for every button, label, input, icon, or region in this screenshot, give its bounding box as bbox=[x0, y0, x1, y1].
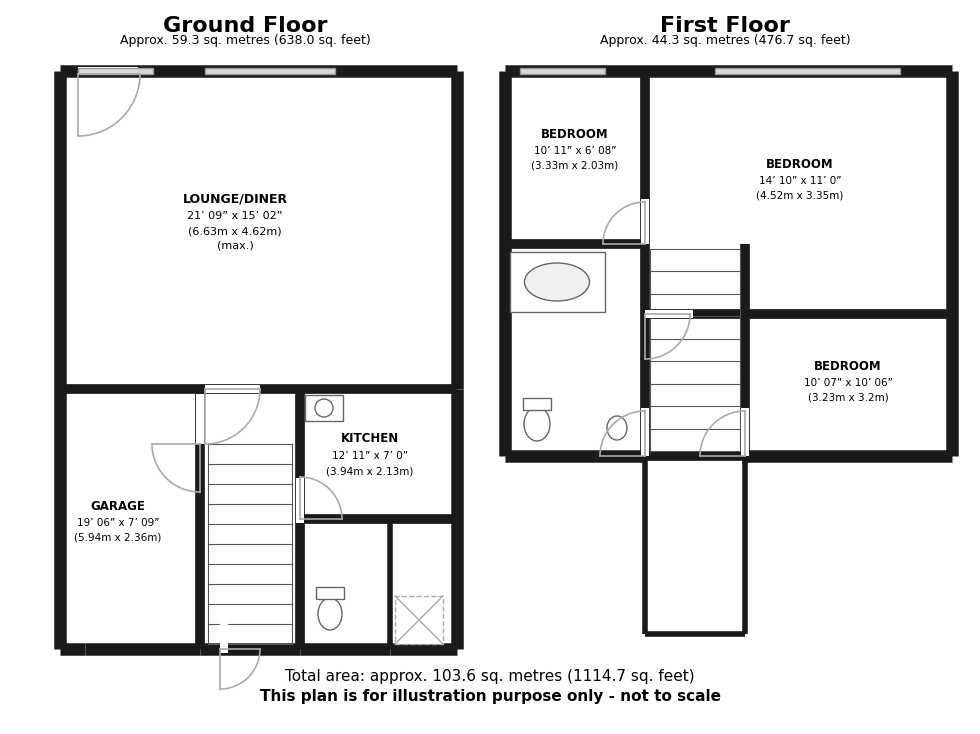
Text: KITCHEN: KITCHEN bbox=[341, 432, 399, 446]
Bar bbox=[505, 71, 645, 244]
Bar bbox=[60, 71, 457, 389]
Text: BEDROOM: BEDROOM bbox=[766, 158, 834, 170]
Bar bbox=[390, 519, 457, 649]
Ellipse shape bbox=[524, 407, 550, 441]
Bar bbox=[645, 71, 952, 314]
Text: (3.23m x 3.2m): (3.23m x 3.2m) bbox=[808, 393, 889, 403]
Bar bbox=[641, 408, 649, 456]
Text: Total area: approx. 103.6 sq. metres (1114.7 sq. feet): Total area: approx. 103.6 sq. metres (11… bbox=[285, 669, 695, 683]
Bar bbox=[745, 314, 952, 456]
Text: First Floor: First Floor bbox=[661, 16, 790, 36]
Text: BEDROOM: BEDROOM bbox=[541, 128, 609, 140]
Bar bbox=[220, 608, 228, 653]
Text: 12’ 11” x 7’ 0”: 12’ 11” x 7’ 0” bbox=[332, 451, 408, 461]
Bar bbox=[305, 395, 343, 421]
Text: 10’ 11” x 6’ 08”: 10’ 11” x 6’ 08” bbox=[534, 146, 616, 156]
Text: LOUNGE/DINER: LOUNGE/DINER bbox=[182, 192, 287, 206]
Text: 21’ 09” x 15’ 02”: 21’ 09” x 15’ 02” bbox=[187, 211, 283, 221]
Text: 19’ 06” x 7’ 09”: 19’ 06” x 7’ 09” bbox=[76, 518, 160, 528]
Bar bbox=[300, 389, 457, 519]
Bar bbox=[78, 67, 138, 75]
Text: Ground Floor: Ground Floor bbox=[163, 16, 327, 36]
Ellipse shape bbox=[607, 416, 627, 440]
Text: (4.52m x 3.35m): (4.52m x 3.35m) bbox=[757, 191, 844, 201]
Bar bbox=[205, 68, 335, 74]
Bar bbox=[523, 398, 551, 410]
Ellipse shape bbox=[524, 263, 590, 301]
Text: GARAGE: GARAGE bbox=[90, 500, 145, 512]
Bar bbox=[296, 478, 304, 523]
Bar bbox=[395, 596, 443, 644]
Bar bbox=[645, 310, 693, 318]
Bar bbox=[741, 408, 749, 456]
Bar bbox=[205, 385, 260, 393]
Bar bbox=[505, 244, 645, 456]
Bar bbox=[60, 389, 200, 649]
Text: BEDROOM: BEDROOM bbox=[814, 360, 882, 372]
Text: (max.): (max.) bbox=[217, 241, 254, 251]
Bar bbox=[200, 389, 300, 649]
Bar bbox=[645, 244, 745, 456]
Bar bbox=[641, 199, 649, 244]
Text: 10’ 07” x 10’ 06”: 10’ 07” x 10’ 06” bbox=[804, 378, 893, 388]
Bar bbox=[196, 394, 204, 444]
Text: This plan is for illustration purpose only - not to scale: This plan is for illustration purpose on… bbox=[260, 688, 720, 703]
Bar bbox=[78, 68, 153, 74]
Text: (6.63m x 4.62m): (6.63m x 4.62m) bbox=[188, 226, 282, 236]
Text: 14’ 10” x 11’ 0”: 14’ 10” x 11’ 0” bbox=[759, 176, 841, 186]
Circle shape bbox=[315, 399, 333, 417]
Bar bbox=[645, 456, 745, 634]
Text: (5.94m x 2.36m): (5.94m x 2.36m) bbox=[74, 533, 162, 543]
Text: (3.33m x 2.03m): (3.33m x 2.03m) bbox=[531, 161, 618, 171]
Text: Approx. 59.3 sq. metres (638.0 sq. feet): Approx. 59.3 sq. metres (638.0 sq. feet) bbox=[120, 34, 370, 47]
Bar bbox=[520, 68, 605, 74]
Text: (3.94m x 2.13m): (3.94m x 2.13m) bbox=[326, 466, 414, 476]
Bar bbox=[300, 519, 390, 649]
Text: Approx. 44.3 sq. metres (476.7 sq. feet): Approx. 44.3 sq. metres (476.7 sq. feet) bbox=[600, 34, 851, 47]
Bar bbox=[510, 252, 605, 312]
Bar bbox=[316, 587, 344, 599]
Ellipse shape bbox=[318, 598, 342, 630]
Bar bbox=[715, 68, 900, 74]
